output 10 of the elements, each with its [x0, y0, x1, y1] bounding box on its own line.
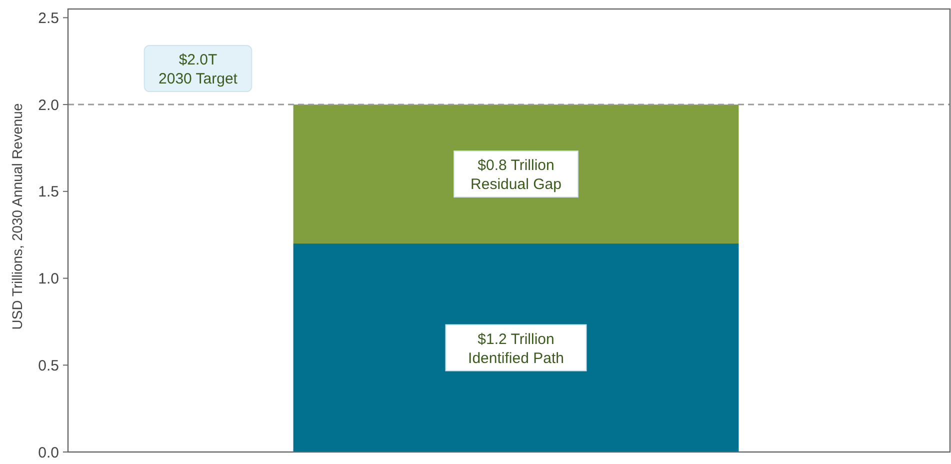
y-tick-label: 1.0	[38, 270, 59, 288]
ref-line-label: $2.0T 2030 Target	[158, 52, 238, 88]
y-axis-title: USD Trillions, 2030 Annual Revenue	[9, 103, 25, 330]
annotation: $0.8 Trillion Residual Gap	[470, 157, 562, 194]
annotation: $1.2 Trillion Identified Path	[468, 330, 564, 367]
y-tick-label: 1.5	[38, 184, 59, 201]
y-tick-label: 2.5	[38, 10, 59, 27]
y-tick-label: 0.5	[38, 357, 59, 374]
y-tick-label: 0.0	[38, 444, 59, 462]
y-tick-label: 2.0	[38, 96, 59, 114]
